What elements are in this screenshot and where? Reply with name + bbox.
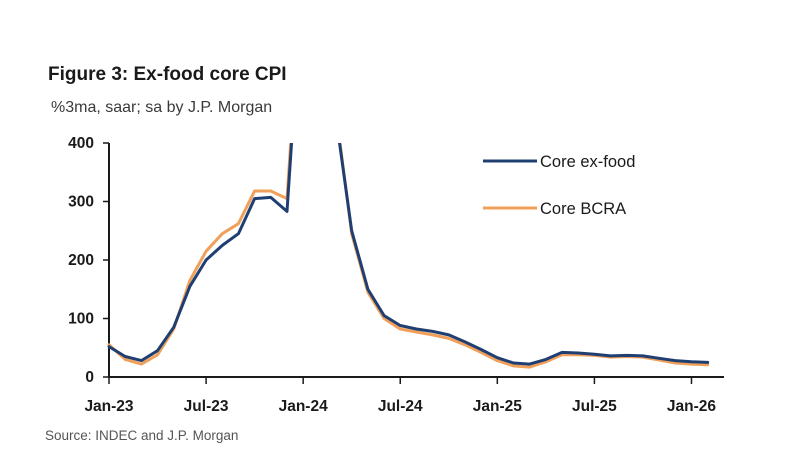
y-tick-label: 300 (68, 194, 94, 211)
chart-subtitle: %3ma, saar; sa by J.P. Morgan (51, 99, 273, 116)
x-tick-label: Jul-25 (572, 398, 617, 415)
x-tick-label: Jul-23 (184, 398, 229, 415)
chart-title: Figure 3: Ex-food core CPI (48, 64, 287, 85)
x-tick-label: Jul-24 (378, 398, 423, 415)
x-tick-label: Jan-25 (473, 398, 522, 415)
legend: Core ex-food Core BCRA (483, 153, 635, 218)
legend-label-core-ex-food: Core ex-food (540, 153, 635, 171)
x-tick-label: Jan-23 (84, 398, 133, 415)
series-line-core-bcra (107, 143, 710, 369)
y-tick-label: 0 (85, 369, 94, 386)
y-tick-label: 100 (68, 311, 94, 328)
y-tick-label: 200 (68, 252, 94, 269)
y-tick-label: 400 (68, 135, 94, 152)
x-tick-label: Jan-26 (667, 398, 716, 415)
series-line-core-ex-food (107, 143, 710, 366)
chart-source: Source: INDEC and J.P. Morgan (45, 428, 239, 443)
x-tick-label: Jan-24 (279, 398, 328, 415)
legend-label-core-bcra: Core BCRA (540, 200, 626, 218)
